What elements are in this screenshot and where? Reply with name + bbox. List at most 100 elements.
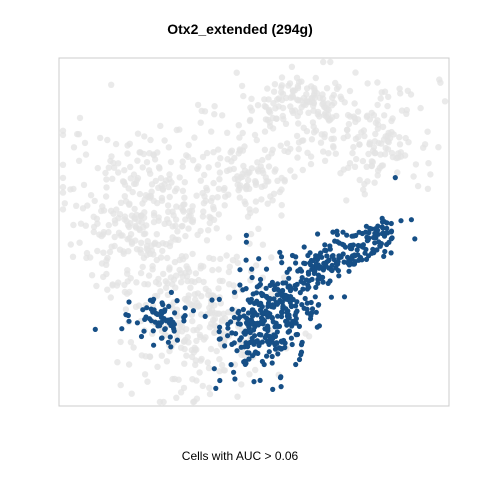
selected-cell-point [366, 230, 372, 236]
selected-cell-point [342, 244, 349, 250]
selected-cell-point [160, 302, 166, 308]
background-cell-point [231, 154, 238, 162]
selected-cell-point [126, 299, 132, 305]
background-cell-point [178, 253, 186, 260]
background-cell-point [93, 282, 100, 290]
selected-cell-point [278, 384, 284, 390]
selected-cell-point [217, 324, 223, 330]
background-cell-point [234, 259, 241, 267]
background-cell-point [155, 184, 162, 191]
background-cell-point [138, 219, 145, 226]
background-cell-point [191, 278, 198, 286]
background-cell-point [414, 182, 422, 190]
background-cell-point [179, 163, 186, 170]
background-cell-point [245, 176, 252, 184]
background-cell-point [270, 88, 278, 95]
background-cell-point [295, 120, 302, 127]
background-cell-point [90, 228, 98, 236]
background-cell-point [90, 213, 97, 220]
background-cell-point [346, 160, 354, 167]
background-cell-point [312, 74, 319, 82]
selected-cell-point [289, 341, 295, 348]
background-cell-point [185, 225, 192, 232]
selected-cell-point [313, 261, 319, 267]
selected-cell-point [359, 257, 365, 263]
background-cell-point [67, 241, 75, 248]
background-cell-point [190, 327, 197, 334]
selected-cell-point [292, 312, 298, 318]
background-cell-point [205, 364, 213, 372]
background-cell-point [106, 248, 114, 256]
background-cell-point [141, 133, 148, 140]
background-cell-point [214, 194, 221, 201]
background-cell-point [265, 108, 273, 115]
background-cell-point [221, 184, 228, 192]
selected-cell-point [257, 307, 264, 313]
background-cell-point [361, 132, 368, 140]
selected-cell-point [157, 323, 163, 329]
background-cell-point [88, 272, 96, 279]
background-cell-point [206, 384, 213, 391]
background-cell-point [299, 166, 306, 174]
selected-cell-point [294, 308, 300, 314]
selected-cell-point [315, 302, 321, 308]
background-cell-point [83, 254, 90, 262]
background-cell-point [344, 111, 352, 119]
background-cell-point [98, 260, 106, 267]
selected-cell-point [352, 259, 358, 265]
background-cell-point [257, 163, 264, 170]
background-cell-point [385, 93, 392, 101]
background-cell-point [133, 246, 141, 253]
background-cell-point [73, 202, 80, 209]
background-cell-point [136, 190, 144, 198]
background-cell-point [242, 184, 249, 191]
selected-cell-point [229, 306, 235, 312]
background-cell-point [105, 229, 112, 236]
selected-cell-point [263, 293, 269, 300]
selected-cell-point [138, 333, 145, 340]
background-cell-point [291, 107, 299, 114]
background-cell-point [148, 247, 156, 255]
selected-cell-point [289, 252, 296, 259]
background-cell-point [94, 247, 101, 255]
background-cell-point [115, 160, 122, 167]
background-cell-point [185, 141, 192, 149]
background-cell-point [100, 273, 107, 281]
background-cell-point [283, 140, 291, 147]
background-cell-point [198, 107, 205, 115]
background-cell-point [211, 310, 219, 317]
selected-cell-point [250, 308, 256, 314]
background-cell-point [329, 127, 337, 134]
selected-cell-point [322, 247, 328, 253]
background-cell-point [70, 144, 78, 151]
selected-cell-point [92, 326, 98, 332]
background-cell-point [277, 142, 284, 149]
background-cell-point [154, 363, 161, 370]
selected-cell-point [313, 309, 319, 315]
selected-cell-point [346, 262, 352, 268]
selected-cell-point [269, 353, 275, 360]
background-cell-point [405, 139, 412, 146]
selected-cell-point [254, 284, 260, 290]
selected-cell-point [270, 386, 276, 392]
selected-cell-point [341, 294, 348, 300]
selected-cell-point [228, 362, 234, 368]
background-cell-point [424, 128, 431, 135]
background-cell-point [385, 139, 392, 146]
selected-cell-point [140, 307, 146, 313]
background-cell-point [236, 194, 243, 201]
selected-cell-point [150, 328, 156, 334]
background-cell-point [157, 122, 164, 130]
background-cell-point [134, 130, 142, 137]
selected-cell-point [317, 274, 323, 280]
background-cell-point [117, 199, 125, 206]
background-cell-point [287, 167, 294, 174]
background-cell-point [374, 79, 381, 86]
background-cell-point [211, 329, 219, 336]
background-cell-point [262, 174, 269, 181]
selected-cell-point [293, 260, 299, 266]
selected-cell-point [243, 360, 249, 366]
background-cell-point [307, 153, 315, 160]
background-cell-point [252, 207, 259, 214]
background-cell-point [198, 293, 205, 300]
